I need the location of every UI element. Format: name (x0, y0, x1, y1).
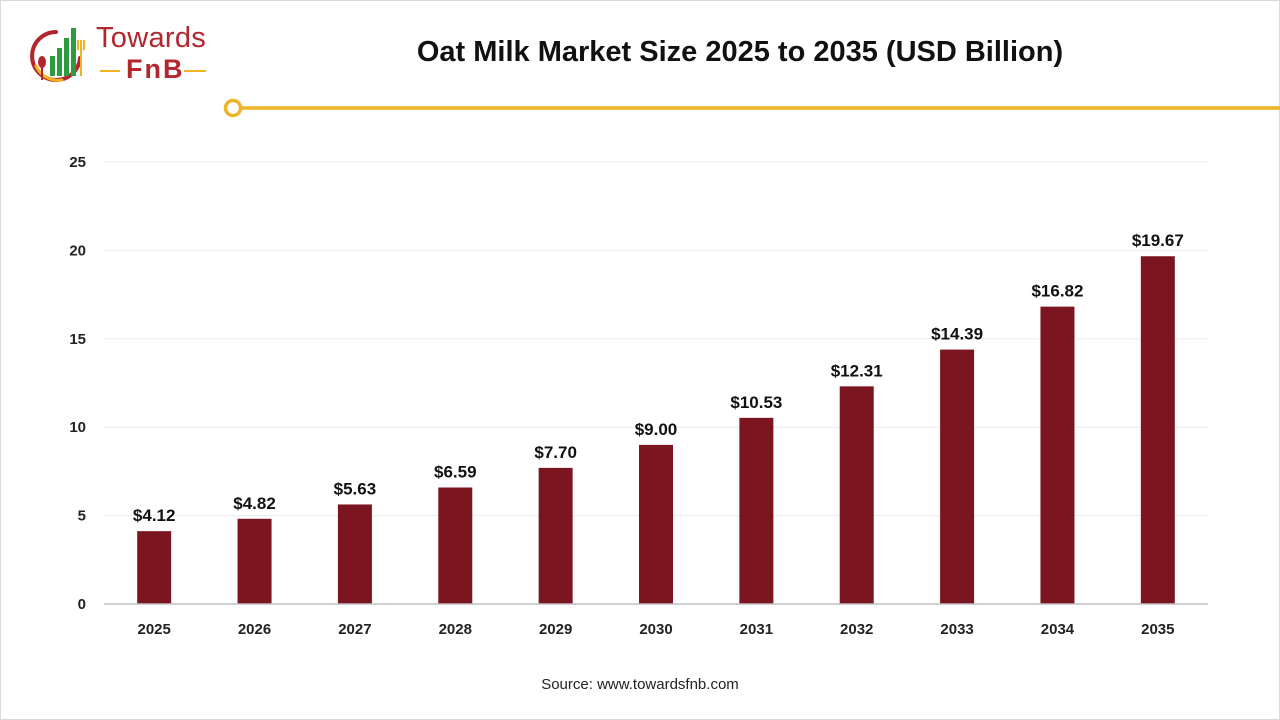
data-label: $10.53 (730, 393, 782, 412)
source-text: Source: www.towardsfnb.com (541, 676, 739, 693)
bar (137, 531, 172, 604)
logo-arc-icon (34, 64, 64, 82)
x-tick-label: 2025 (137, 621, 170, 638)
source-note: Source: www.towardsfnb.com (0, 676, 1280, 693)
x-tick-label: 2031 (740, 621, 773, 638)
data-label: $12.31 (831, 361, 883, 380)
data-label: $9.00 (635, 420, 678, 439)
bar (1040, 306, 1075, 604)
y-tick-label: 15 (69, 331, 86, 348)
chart-title: Oat Milk Market Size 2025 to 2035 (USD B… (340, 36, 1140, 69)
x-tick-label: 2027 (338, 621, 371, 638)
bar (940, 349, 975, 604)
bar (1140, 256, 1175, 604)
bar (839, 386, 874, 604)
bar (739, 417, 774, 604)
towards-fnb-logo: Towards FnB (22, 18, 222, 88)
bar (337, 504, 372, 604)
logo-text-fnb: FnB (126, 54, 185, 84)
x-tick-label: 2028 (439, 621, 472, 638)
data-label: $5.63 (334, 479, 377, 498)
x-tick-label: 2030 (639, 621, 672, 638)
header-divider (223, 98, 1280, 118)
logo-underline-right (184, 70, 206, 72)
data-label: $4.82 (233, 494, 276, 513)
y-tick-label: 10 (69, 419, 86, 436)
y-tick-label: 25 (69, 154, 86, 171)
divider-ring-icon (223, 98, 243, 118)
data-label: $4.12 (133, 506, 176, 525)
x-tick-label: 2029 (539, 621, 572, 638)
chart-title-text: Oat Milk Market Size 2025 to 2035 (USD B… (416, 36, 1064, 68)
data-label: $19.67 (1132, 231, 1184, 250)
x-tick-label: 2033 (940, 621, 973, 638)
bar (438, 487, 473, 604)
bar-chart: 0510152025$4.122025$4.822026$5.632027$6.… (69, 154, 1208, 638)
x-tick-label: 2035 (1141, 621, 1174, 638)
bar (538, 467, 573, 604)
y-tick-label: 5 (78, 508, 86, 525)
x-tick-label: 2026 (238, 621, 271, 638)
logo-underline-left (100, 70, 120, 72)
data-label: $14.39 (931, 325, 983, 344)
y-tick-label: 0 (78, 596, 86, 613)
data-label: $7.70 (534, 443, 577, 462)
data-label: $16.82 (1031, 282, 1083, 301)
y-tick-label: 20 (69, 242, 86, 259)
x-tick-label: 2032 (840, 621, 873, 638)
bar (639, 444, 673, 604)
logo-emblem-icon (30, 28, 85, 82)
logo-text-towards: Towards (96, 22, 207, 54)
x-tick-label: 2034 (1041, 621, 1075, 638)
data-label: $6.59 (434, 462, 477, 481)
bar (237, 518, 272, 604)
